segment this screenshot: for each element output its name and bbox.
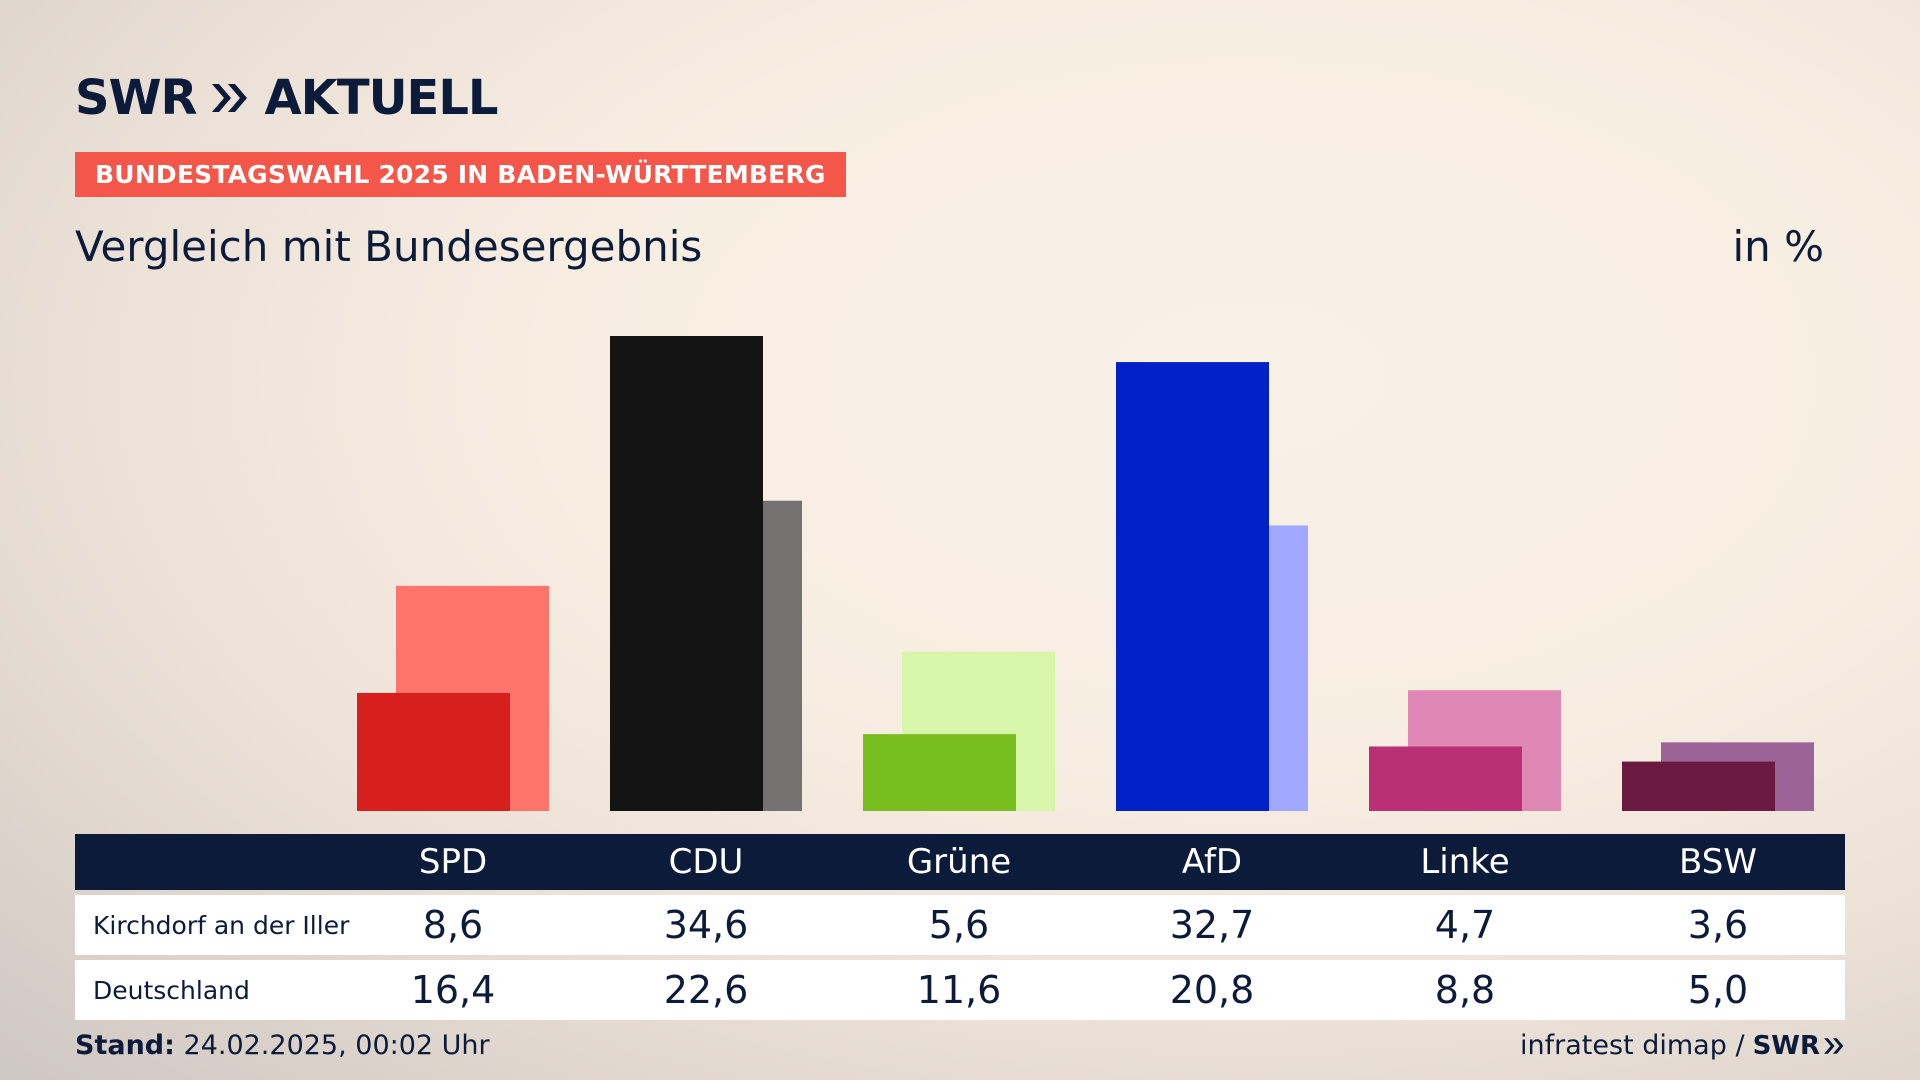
- row-label-local: Kirchdorf an der Iller: [93, 910, 350, 940]
- timestamp: Stand: 24.02.2025, 00:02 Uhr: [75, 1030, 490, 1061]
- bar-national-spd: [396, 585, 549, 811]
- header-spd: SPD: [418, 842, 488, 882]
- chart-subtitle: Vergleich mit Bundesergebnis: [75, 222, 703, 271]
- header-linke: Linke: [1420, 842, 1510, 882]
- value-local-linke: 4,7: [1434, 903, 1496, 947]
- bar-local-linke: [1369, 746, 1522, 811]
- logo-text: AKTUELL: [264, 70, 498, 126]
- table-header: SPD CDU Grüne AfD Linke BSW: [75, 834, 1845, 890]
- value-national-spd: 16,4: [410, 968, 496, 1012]
- header-afd: AfD: [1181, 842, 1243, 882]
- stand-value: 24.02.2025, 00:02 Uhr: [183, 1030, 490, 1061]
- value-local-bsw: 3,6: [1687, 903, 1749, 947]
- source-brand: SWR: [1752, 1030, 1820, 1061]
- bar-national-linke: [1408, 690, 1561, 811]
- bar-national-afd: [1155, 525, 1308, 811]
- value-local-grüne: 5,6: [928, 903, 990, 947]
- bar-national-grüne: [902, 651, 1055, 811]
- bar-local-afd: [1116, 362, 1269, 811]
- bar-local-cdu: [610, 336, 763, 811]
- logo-prefix: SWR: [75, 70, 197, 126]
- value-local-cdu: 34,6: [663, 903, 749, 947]
- bar-local-grüne: [863, 734, 1016, 811]
- header-cdu: CDU: [668, 842, 744, 882]
- election-banner: BUNDESTAGSWAHL 2025 IN BADEN-WÜRTTEMBERG: [75, 152, 846, 197]
- source-text: infratest dimap /: [1520, 1030, 1745, 1061]
- source-credit: infratest dimap / SWR: [1520, 1030, 1845, 1061]
- swr-small-logo: SWR: [1753, 1031, 1845, 1061]
- bar-local-spd: [357, 692, 510, 811]
- header-grüne: Grüne: [906, 842, 1012, 882]
- value-local-spd: 8,6: [422, 903, 484, 947]
- row-label-national: Deutschland: [93, 975, 250, 1005]
- stand-label: Stand:: [75, 1030, 175, 1061]
- double-chevron-icon: [210, 80, 250, 116]
- small-chevron-icon: [1824, 1037, 1844, 1054]
- value-national-afd: 20,8: [1169, 968, 1255, 1012]
- value-national-linke: 8,8: [1434, 968, 1496, 1012]
- results-table: SPD CDU Grüne AfD Linke BSW Kirchdorf an der …: [75, 834, 1845, 1020]
- swr-aktuell-logo: SWR AKTUELL: [75, 70, 499, 126]
- bar-national-cdu: [649, 500, 802, 811]
- value-local-afd: 32,7: [1169, 903, 1255, 947]
- unit-label: in %: [1732, 222, 1824, 271]
- bar-local-bsw: [1622, 761, 1775, 811]
- value-national-grüne: 11,6: [916, 968, 1002, 1012]
- bar-national-bsw: [1661, 742, 1814, 811]
- value-national-cdu: 22,6: [663, 968, 749, 1012]
- table-row-local: Kirchdorf an der Iller 8,6 34,6 5,6 32,7 4,7…: [75, 895, 1845, 955]
- header-bsw: BSW: [1679, 842, 1757, 882]
- value-national-bsw: 5,0: [1687, 968, 1749, 1012]
- table-row-national: Deutschland 16,4 22,6 11,6 20,8 8,8 5,0: [75, 960, 1845, 1020]
